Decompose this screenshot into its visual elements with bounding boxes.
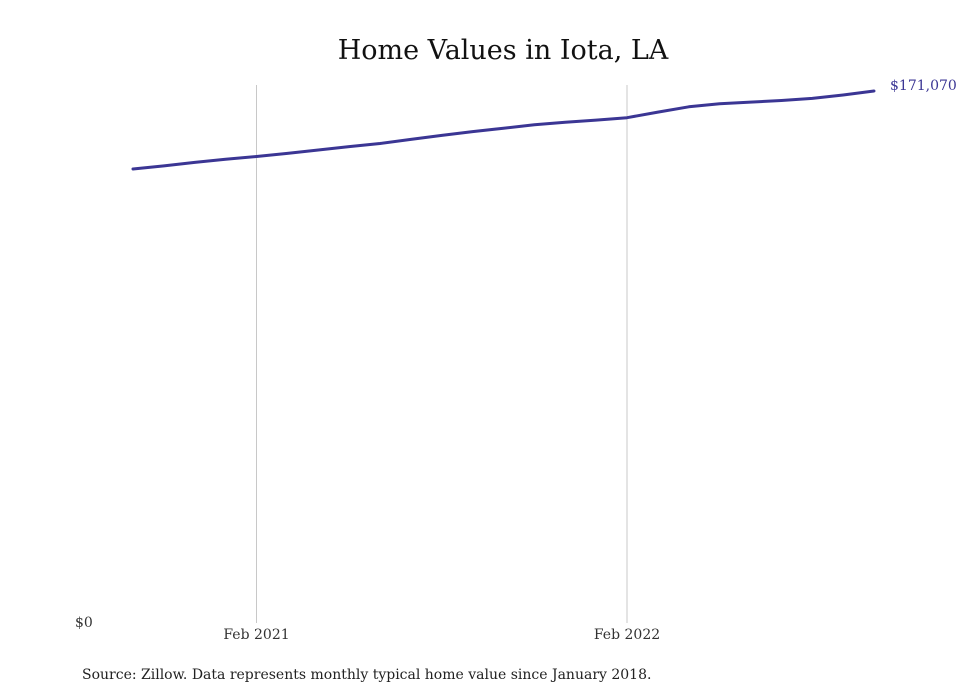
chart-title: Home Values in Iota, LA: [338, 35, 669, 66]
axis-labels: $0 Feb 2021 Feb 2022: [75, 615, 660, 643]
gridlines: [256, 85, 628, 623]
end-value-label: $171,070: [890, 78, 957, 94]
x-tick-label: Feb 2021: [223, 627, 289, 643]
y-tick-label: $0: [75, 615, 93, 631]
source-note: Source: Zillow. Data represents monthly …: [82, 667, 652, 683]
x-tick-label: Feb 2022: [594, 627, 660, 643]
series-line: [131, 89, 876, 171]
plot-area: $171,070: [131, 78, 957, 171]
